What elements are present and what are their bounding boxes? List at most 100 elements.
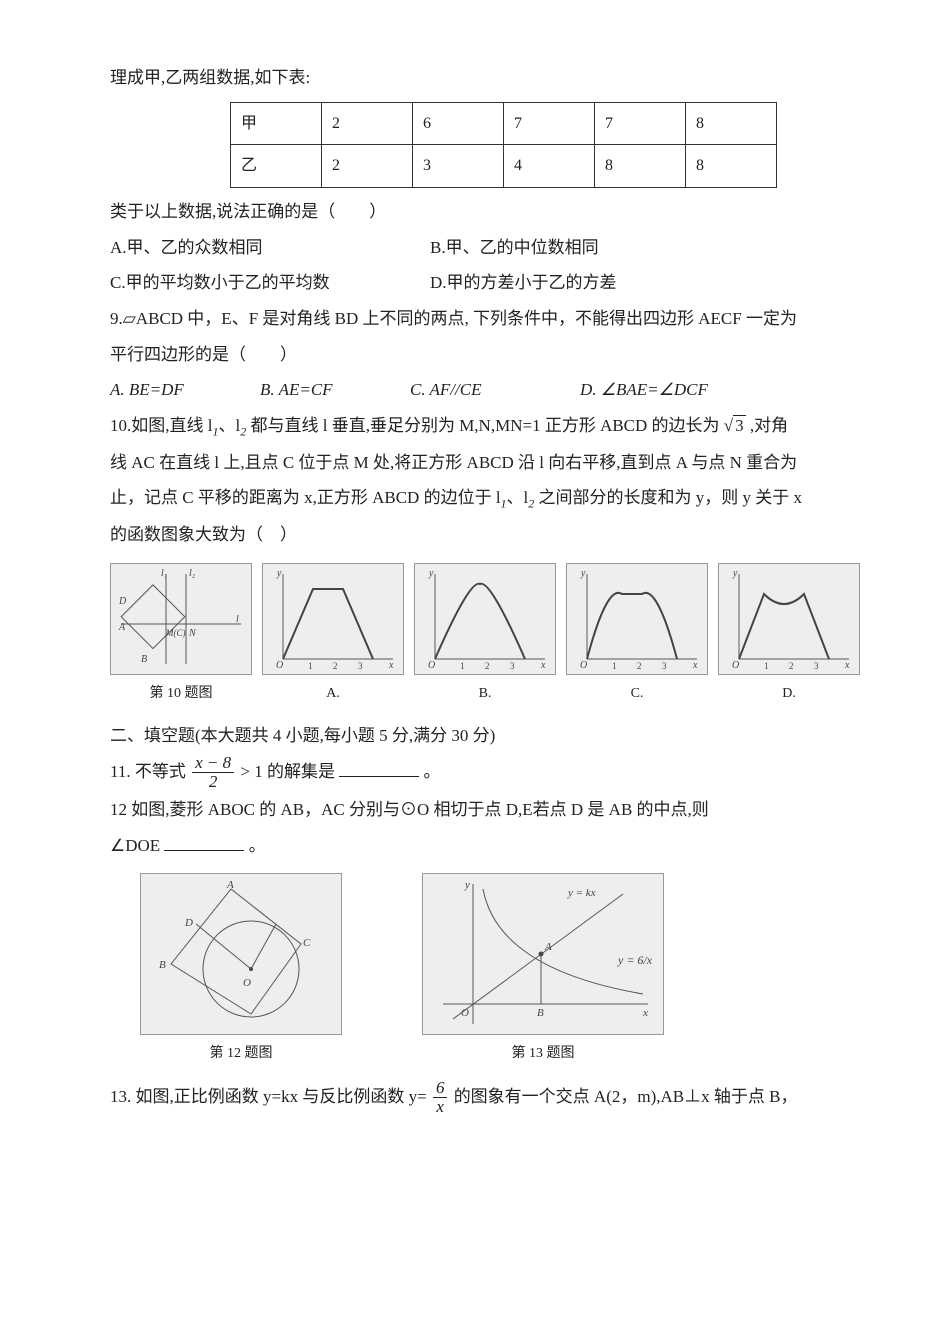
svg-text:O: O	[276, 660, 283, 671]
svg-text:y: y	[732, 568, 738, 579]
q10-line3: 止，记点 C 平移的距离为 x,正方形 ABCD 的边位于 l1、l2 之间部分…	[110, 480, 950, 517]
svg-text:3: 3	[510, 661, 515, 671]
svg-text:1: 1	[460, 661, 465, 671]
svg-text:l₂: l₂	[189, 568, 196, 579]
q10-line2: 线 AC 在直线 l 上,且点 C 位于点 M 处,将正方形 ABCD 沿 l …	[110, 445, 950, 481]
svg-text:B: B	[537, 1007, 544, 1019]
q8-stem: 类于以上数据,说法正确的是（ ）	[110, 194, 950, 230]
svg-text:3: 3	[662, 661, 667, 671]
q13: 13. 如图,正比例函数 y=kx 与反比例函数 y= 6 x 的图象有一个交点…	[110, 1079, 950, 1117]
cell: 2	[322, 102, 413, 145]
text: 都与直线 l 垂直,垂足分别为 M,N,MN=1 正方形 ABCD 的边长为	[246, 416, 724, 435]
text: 、l	[507, 488, 529, 507]
q12-line2: ∠DOE 。	[110, 828, 950, 864]
svg-text:O: O	[461, 1007, 469, 1019]
text: 11. 不等式	[110, 762, 190, 781]
cell: 7	[504, 102, 595, 145]
svg-text:l₁: l₁	[161, 568, 167, 579]
svg-text:B: B	[159, 959, 166, 971]
cell: 8	[595, 145, 686, 188]
svg-text:y: y	[428, 568, 434, 579]
fig-caption: B.	[479, 679, 492, 708]
cell: 3	[413, 145, 504, 188]
frac-den: 2	[192, 773, 234, 792]
frac-den: x	[433, 1098, 448, 1117]
q9-text: 9.▱ABCD 中，E、F 是对角线 BD 上不同的两点, 下列条件中，不能得出…	[110, 309, 797, 328]
svg-text:A: A	[544, 941, 552, 953]
cell: 4	[504, 145, 595, 188]
q9-opt-b: B. AE=CF	[260, 372, 410, 408]
q10-opt-c-graph: y x O 1 2 3 C.	[566, 563, 708, 708]
q9-stem-1: 9.▱ABCD 中，E、F 是对角线 BD 上不同的两点, 下列条件中，不能得出…	[110, 301, 950, 337]
svg-text:B: B	[141, 654, 147, 665]
svg-text:2: 2	[789, 661, 794, 671]
answer-blank[interactable]	[164, 833, 244, 851]
q10-line1: 10.如图,直线 l1、l2 都与直线 l 垂直,垂足分别为 M,N,MN=1 …	[110, 408, 950, 445]
svg-text:1: 1	[308, 661, 313, 671]
svg-text:O: O	[428, 660, 435, 671]
answer-blank[interactable]	[339, 759, 419, 777]
q9-opt-d: D. ∠BAE=∠DCF	[580, 372, 708, 408]
svg-text:2: 2	[333, 661, 338, 671]
cell: 甲	[231, 102, 322, 145]
text: 。	[424, 762, 441, 781]
q11: 11. 不等式 x − 8 2 > 1 的解集是 。	[110, 754, 950, 792]
text: 止，记点 C 平移的距离为 x,正方形 ABCD 的边位于 l	[110, 488, 501, 507]
q10-figure-strip: l₁ l₂ D A B M(C) N l 第 10 题图 y x O 1 2 3…	[110, 563, 950, 708]
q8-opt-a: A.甲、乙的众数相同	[110, 230, 430, 266]
text: 之间部分的长度和为 y，则 y 关于 x	[534, 488, 802, 507]
svg-text:D: D	[184, 917, 193, 929]
data-table: 甲 2 6 7 7 8 乙 2 3 4 8 8	[230, 102, 777, 188]
q9-opt-a: A. BE=DF	[110, 372, 260, 408]
svg-text:y = 6/x: y = 6/x	[617, 953, 653, 967]
svg-text:O: O	[580, 660, 587, 671]
q10-line4: 的函数图象大致为（ ）	[110, 517, 950, 553]
frac-num: x − 8	[192, 754, 234, 774]
fig-caption: A.	[326, 679, 340, 708]
intro-line: 理成甲,乙两组数据,如下表:	[110, 60, 950, 96]
q10-opt-d-graph: y x O 1 2 3 D.	[718, 563, 860, 708]
text: 10.如图,直线 l	[110, 416, 212, 435]
svg-text:O: O	[243, 977, 251, 989]
q8-opt-b: B.甲、乙的中位数相同	[430, 230, 599, 266]
text: 13. 如图,正比例函数 y=kx 与反比例函数 y=	[110, 1087, 431, 1106]
svg-text:C: C	[303, 937, 311, 949]
section2-heading: 二、填空题(本大题共 4 小题,每小题 5 分,满分 30 分)	[110, 718, 950, 754]
graph-c-svg: y x O 1 2 3	[566, 563, 708, 675]
svg-text:M(C): M(C)	[165, 628, 186, 638]
q10-opt-a-graph: y x O 1 2 3 A.	[262, 563, 404, 708]
graph-b-svg: y x O 1 2 3	[414, 563, 556, 675]
q13-svg: y x O y = kx y = 6/x A B	[422, 873, 664, 1035]
q8-opt-c: C.甲的平均数小于乙的平均数	[110, 265, 430, 301]
text: 、l	[218, 416, 240, 435]
q8-options-row2: C.甲的平均数小于乙的平均数 D.甲的方差小于乙的方差	[110, 265, 950, 301]
table-row: 乙 2 3 4 8 8	[231, 145, 777, 188]
q9-options: A. BE=DF B. AE=CF C. AF//CE D. ∠BAE=∠DCF	[110, 372, 950, 408]
svg-text:N: N	[188, 628, 197, 639]
q8-opt-d: D.甲的方差小于乙的方差	[430, 265, 617, 301]
q8-options-row1: A.甲、乙的众数相同 B.甲、乙的中位数相同	[110, 230, 950, 266]
cell: 乙	[231, 145, 322, 188]
svg-text:A: A	[118, 622, 126, 633]
text: > 1 的解集是	[240, 762, 335, 781]
svg-text:O: O	[732, 660, 739, 671]
svg-text:l: l	[236, 614, 239, 625]
svg-text:x: x	[844, 660, 850, 671]
svg-text:D: D	[118, 596, 127, 607]
q12-line1: 12 如图,菱形 ABOC 的 AB，AC 分别与⊙O 相切于点 D,E若点 D…	[110, 792, 950, 828]
text: 的图象有一个交点 A(2，m),AB⊥x 轴于点 B，	[454, 1087, 798, 1106]
cell: 7	[595, 102, 686, 145]
svg-text:3: 3	[358, 661, 363, 671]
sqrt-val: 3	[733, 415, 746, 435]
q10-opt-b-graph: y x O 1 2 3 B.	[414, 563, 556, 708]
q12-figure: A D B C O 第 12 题图	[140, 873, 342, 1068]
svg-text:y: y	[580, 568, 586, 579]
svg-text:y: y	[276, 568, 282, 579]
fig-caption: D.	[782, 679, 796, 708]
q10-diagram: l₁ l₂ D A B M(C) N l 第 10 题图	[110, 563, 252, 708]
svg-text:2: 2	[485, 661, 490, 671]
svg-text:y = kx: y = kx	[567, 887, 596, 899]
q9-stem-2: 平行四边形的是（ ）	[110, 337, 950, 373]
svg-text:1: 1	[612, 661, 617, 671]
cell: 8	[686, 145, 777, 188]
